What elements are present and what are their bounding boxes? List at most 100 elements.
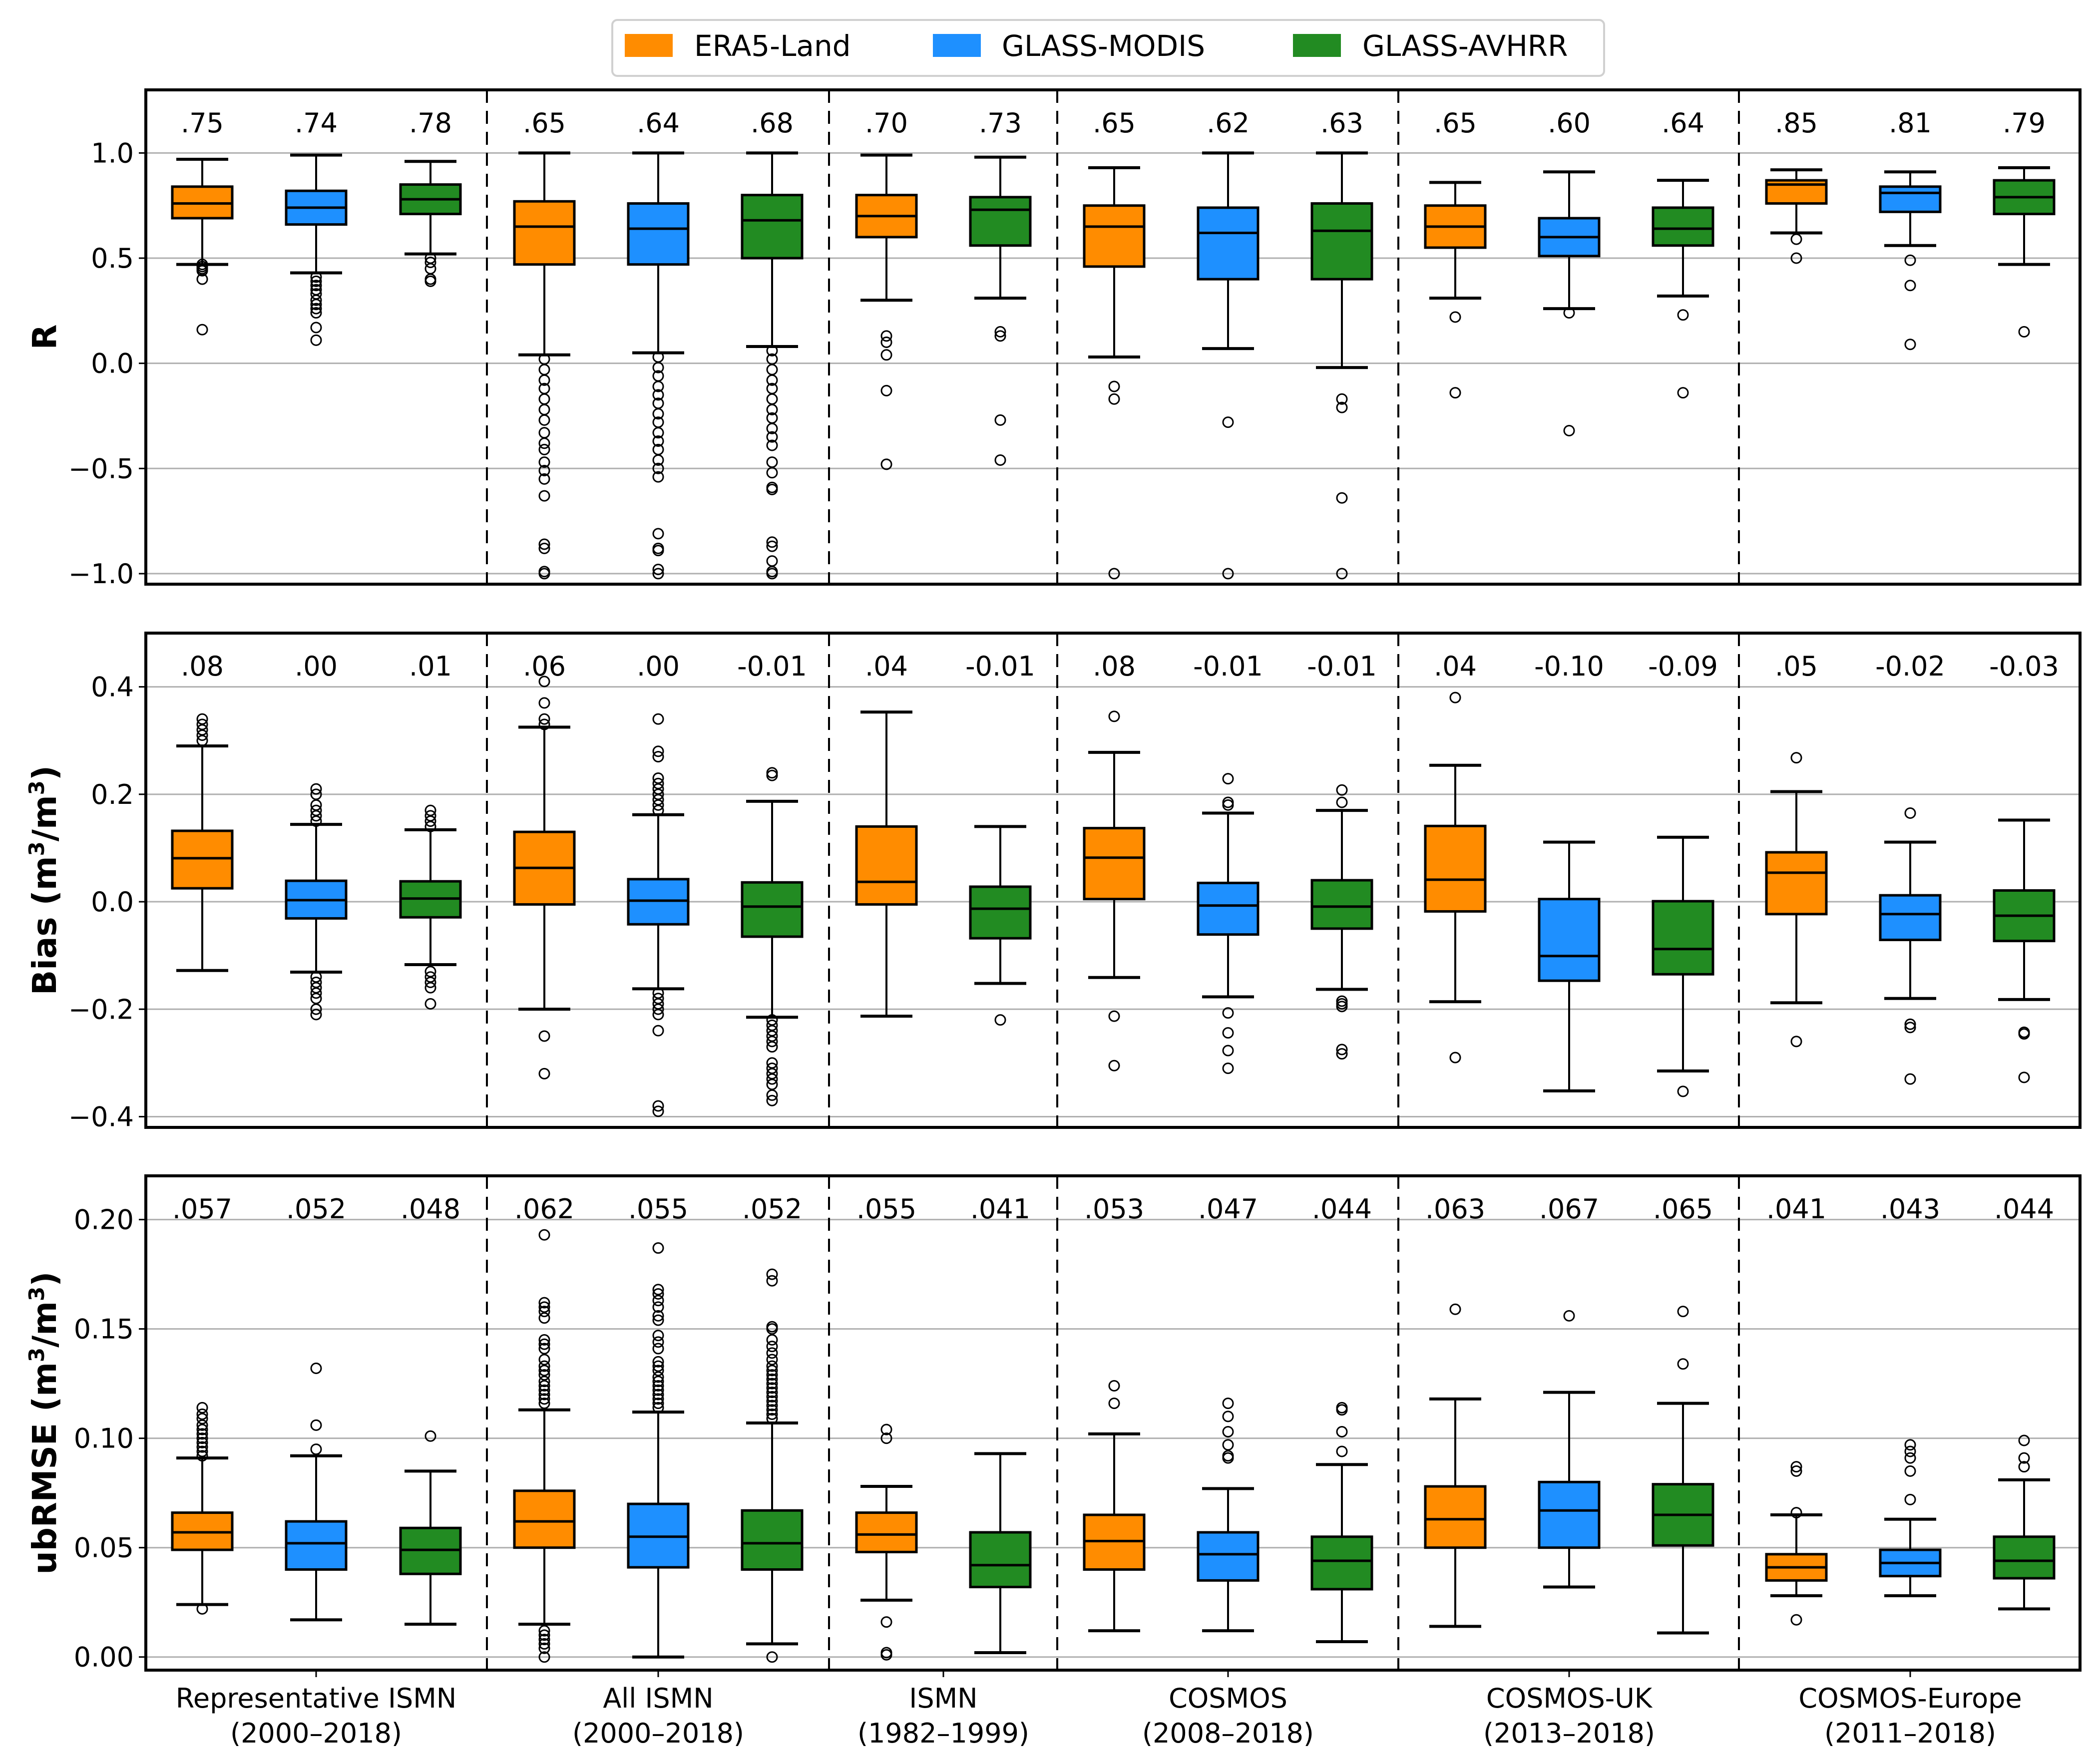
outlier-point (538, 1297, 550, 1309)
box-annotation: .047 (1198, 1193, 1258, 1225)
outlier-point (1449, 1303, 1461, 1315)
box-annotation: .81 (1889, 107, 1932, 139)
outlier-point (196, 729, 208, 741)
y-tick-label: 0.05 (74, 1532, 134, 1564)
y-tick-label: −0.2 (68, 994, 134, 1025)
outlier-point (538, 1365, 550, 1377)
outlier-point (1222, 1045, 1234, 1057)
outlier-point (424, 976, 436, 988)
box-annotation: .78 (409, 107, 452, 139)
outlier-point (766, 1067, 778, 1079)
outlier-point (538, 1067, 550, 1079)
outlier-point (994, 414, 1006, 426)
outlier-point (766, 1412, 778, 1424)
box-glass-modis: -0.02 (1875, 651, 1945, 1085)
box-iqr (1424, 1485, 1487, 1549)
outlier-point (880, 1616, 892, 1628)
outlier-point (538, 1625, 550, 1637)
outlier-point (880, 349, 892, 361)
outlier-point (196, 1423, 208, 1435)
y-tick-label: 0.20 (74, 1204, 134, 1236)
box-glass-avhrr: .044 (1310, 1193, 1373, 1644)
box-annotation: .75 (181, 107, 224, 139)
outlier-point (652, 1336, 664, 1348)
outlier-point (310, 1009, 322, 1021)
box-era5-land: .08 (1083, 651, 1146, 1071)
outlier-point (652, 987, 664, 999)
y-tick-label: −1.0 (68, 558, 134, 590)
box-glass-modis: .00 (285, 651, 348, 1021)
outlier-point (1108, 1398, 1120, 1410)
box-annotation: .00 (637, 651, 680, 682)
box-glass-modis: .055 (627, 1193, 690, 1659)
box-glass-avhrr: .01 (399, 651, 462, 1010)
outlier-point (766, 1025, 778, 1037)
box-glass-modis: .067 (1538, 1193, 1601, 1589)
outlier-point (2018, 326, 2030, 338)
outlier-point (652, 1100, 664, 1112)
outlier-point (766, 1334, 778, 1346)
box-iqr (1310, 1535, 1373, 1591)
box-iqr (1310, 879, 1373, 930)
box-era5-land: .70 (855, 107, 918, 470)
outlier-point (538, 1360, 550, 1372)
outlier-point (196, 724, 208, 736)
outlier-point (310, 976, 322, 988)
box-iqr (1310, 202, 1373, 281)
box-glass-modis: .60 (1538, 107, 1601, 436)
box-annotation: .05 (1775, 651, 1818, 682)
axes-frame (144, 632, 2082, 1129)
box-annotation: .04 (1434, 651, 1477, 682)
outlier-point (538, 718, 550, 730)
x-tick-label: ISMN (909, 1683, 977, 1714)
outlier-point (1904, 1445, 1916, 1457)
box-annotation: .055 (856, 1193, 916, 1225)
outlier-point (310, 799, 322, 811)
outlier-point (424, 1430, 436, 1442)
outlier-point (424, 815, 436, 827)
outlier-point (424, 275, 436, 287)
outlier-point (538, 1306, 550, 1318)
y-tick-label: 0.10 (74, 1423, 134, 1454)
outlier-point (652, 1393, 664, 1405)
outlier-point (310, 1003, 322, 1015)
outlier-point (652, 751, 664, 762)
outlier-point (196, 718, 208, 730)
outlier-point (766, 1062, 778, 1074)
outlier-point (1449, 692, 1461, 704)
outlier-point (1108, 710, 1120, 722)
box-iqr (1197, 881, 1260, 936)
axes-frame (144, 1174, 2082, 1672)
box-annotation: .64 (637, 107, 680, 139)
outlier-point (424, 263, 436, 275)
outlier-point (994, 454, 1006, 466)
box-era5-land: .062 (513, 1193, 576, 1663)
outlier-point (310, 788, 322, 800)
outlier-point (1790, 252, 1802, 264)
y-tick-label: 0.5 (91, 243, 134, 274)
outlier-point (310, 971, 322, 983)
y-tick-label: 0.00 (74, 1642, 134, 1673)
outlier-point (538, 1369, 550, 1381)
x-tick-period: (2011–2018) (1824, 1718, 1996, 1749)
outlier-point (424, 804, 436, 816)
outlier-point (766, 1373, 778, 1385)
x-tick-period: (2000–2018) (230, 1718, 402, 1749)
outlier-point (1222, 1398, 1234, 1410)
outlier-point (538, 1380, 550, 1392)
outlier-point (766, 431, 778, 443)
box-era5-land: .04 (855, 651, 918, 1018)
outlier-point (652, 1330, 664, 1342)
outlier-point (538, 676, 550, 688)
box-annotation: .70 (865, 107, 908, 139)
box-era5-land: .85 (1765, 107, 1828, 264)
outlier-point (766, 1400, 778, 1411)
box-annotation: .04 (865, 651, 908, 682)
outlier-point (766, 1321, 778, 1333)
outlier-point (538, 374, 550, 386)
outlier-point (538, 713, 550, 725)
outlier-point (652, 1003, 664, 1015)
box-glass-avhrr: -0.09 (1648, 651, 1718, 1097)
box-iqr (513, 200, 576, 266)
